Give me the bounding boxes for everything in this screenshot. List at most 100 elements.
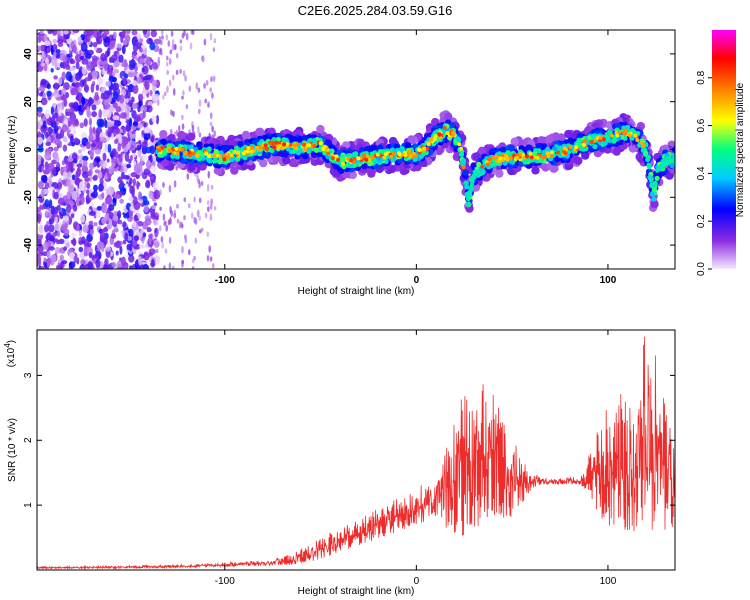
noise-speckle <box>145 159 152 170</box>
y-tick-label: -40 <box>23 237 34 252</box>
noise-speckle <box>40 78 47 86</box>
noise-speckle <box>185 104 189 110</box>
noise-speckle <box>191 30 195 36</box>
spectrum-point <box>291 148 297 154</box>
noise-speckle <box>136 180 140 190</box>
noise-speckle <box>79 122 85 129</box>
noise-speckle <box>72 204 78 212</box>
spectrum-point <box>556 150 561 155</box>
spectrum-point <box>348 170 357 180</box>
noise-speckle <box>203 82 206 89</box>
spectrum-point <box>196 141 203 148</box>
noise-speckle <box>193 255 196 261</box>
spectrum-point <box>470 179 475 184</box>
noise-speckle <box>206 183 210 192</box>
noise-speckle <box>149 89 153 96</box>
noise-speckle <box>89 125 93 136</box>
noise-speckle <box>65 160 70 169</box>
spectrum-point <box>352 157 357 161</box>
noise-speckle <box>46 148 52 154</box>
noise-speckle <box>185 32 189 41</box>
noise-speckle <box>177 125 181 132</box>
noise-speckle <box>209 87 212 93</box>
noise-speckle <box>211 92 214 99</box>
spectrum-point <box>518 152 523 157</box>
spectrum-point <box>602 140 608 146</box>
noise-speckle <box>160 30 164 37</box>
noise-speckle <box>209 256 213 262</box>
noise-speckle <box>203 38 207 46</box>
spectrum-point <box>614 130 619 135</box>
spectrogram-x-label: Height of straight line (km) <box>298 286 415 297</box>
spectrum-point <box>444 112 453 121</box>
spectrum-point <box>301 135 308 142</box>
noise-speckle <box>80 194 85 205</box>
noise-speckle <box>61 124 68 133</box>
noise-speckle <box>115 250 119 256</box>
noise-speckle <box>200 227 204 232</box>
noise-speckle <box>37 74 40 83</box>
noise-speckle <box>45 141 52 147</box>
noise-speckle <box>46 259 51 268</box>
noise-speckle <box>195 82 199 90</box>
noise-speckle <box>152 182 160 188</box>
noise-speckle <box>141 141 148 149</box>
noise-speckle <box>91 55 98 62</box>
noise-speckle <box>166 85 169 93</box>
noise-speckle <box>148 233 153 239</box>
noise-speckle <box>143 46 147 56</box>
noise-speckle <box>174 43 177 51</box>
noise-speckle <box>168 236 172 244</box>
noise-speckle <box>193 196 196 203</box>
noise-speckle <box>88 263 93 269</box>
noise-speckle <box>112 214 119 222</box>
noise-speckle <box>92 41 98 48</box>
noise-speckle <box>176 218 180 224</box>
spectrum-point <box>650 200 659 209</box>
noise-speckle <box>72 237 77 247</box>
spectrum-point <box>391 151 396 156</box>
noise-speckle <box>40 266 45 269</box>
noise-speckle <box>44 151 51 161</box>
noise-speckle <box>131 30 138 36</box>
noise-speckle <box>107 186 115 196</box>
noise-speckle <box>162 94 165 100</box>
spectrum-point <box>277 144 282 149</box>
spectrum-point <box>263 143 268 148</box>
noise-speckle <box>103 90 110 100</box>
noise-speckle <box>200 180 204 187</box>
noise-speckle <box>46 83 51 90</box>
noise-speckle <box>113 91 119 100</box>
noise-speckle <box>181 95 184 100</box>
noise-speckle <box>40 189 45 199</box>
noise-speckle <box>207 206 210 213</box>
noise-speckle <box>170 210 173 218</box>
noise-speckle <box>198 197 202 204</box>
noise-speckle <box>143 122 147 128</box>
noise-speckle <box>135 114 141 122</box>
noise-speckle <box>207 170 211 179</box>
noise-speckle <box>169 49 173 55</box>
noise-speckle <box>99 136 107 143</box>
spectrum-point <box>235 150 240 155</box>
noise-speckle <box>66 191 71 200</box>
noise-speckle <box>62 208 67 216</box>
noise-speckle <box>106 158 110 163</box>
spectrum-point <box>229 156 235 163</box>
noise-speckle <box>150 175 155 181</box>
noise-speckle <box>101 192 105 199</box>
noise-speckle <box>46 47 51 53</box>
noise-speckle <box>44 161 49 170</box>
noise-speckle <box>82 160 88 167</box>
spectrum-point <box>625 124 631 131</box>
noise-speckle <box>106 47 111 57</box>
spectrum-point <box>245 149 250 154</box>
noise-speckle <box>70 213 75 219</box>
noise-speckle <box>138 93 143 102</box>
colorbar-tick-label: 0.4 <box>696 166 707 180</box>
noise-speckle <box>160 39 163 46</box>
noise-speckle <box>172 88 176 96</box>
spectrum-point <box>212 154 217 158</box>
noise-speckle <box>145 126 151 134</box>
spectrum-point <box>207 158 213 164</box>
